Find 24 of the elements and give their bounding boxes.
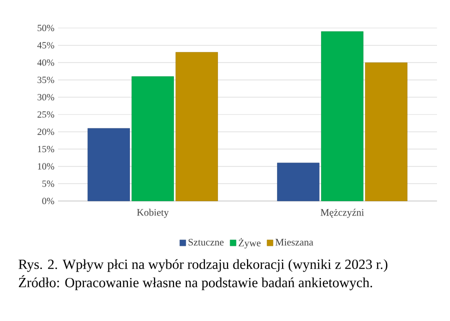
text: Rys. 2. Wpływ płci na wybór rodzaju dekoracji (wyniki z 2023 r.) bbox=[18, 259, 388, 272]
y-tick-label: 20% bbox=[38, 128, 54, 136]
y-tick-label: 30% bbox=[38, 94, 54, 100]
y-tick-label: 35% bbox=[38, 76, 54, 84]
x-tick-label: Kobiety bbox=[136, 208, 169, 218]
y-tick-label: 0% bbox=[42, 198, 54, 204]
y-tick-label: 15% bbox=[38, 146, 54, 152]
legend-label: Żywe bbox=[238, 238, 261, 248]
y-tick-label: 5% bbox=[42, 180, 54, 187]
legend-label: Sztuczne bbox=[188, 238, 224, 246]
y-tick-label: 40% bbox=[37, 59, 54, 66]
bar bbox=[88, 128, 130, 202]
bar bbox=[132, 76, 174, 202]
y-tick-label: 10% bbox=[38, 163, 54, 170]
legend-label: Mieszana bbox=[275, 238, 314, 246]
y-tick-label: 45% bbox=[37, 42, 54, 49]
bar bbox=[365, 62, 408, 202]
x-tick-label: Mężczyźni bbox=[320, 208, 364, 218]
bar bbox=[321, 31, 364, 202]
y-tick-label: 50% bbox=[38, 24, 54, 32]
bar bbox=[277, 162, 320, 202]
bar bbox=[176, 52, 218, 202]
text: Źródło: Opracowanie własne na podstawie badań ankietowych. bbox=[18, 275, 372, 290]
y-tick-label: 25% bbox=[38, 111, 54, 118]
